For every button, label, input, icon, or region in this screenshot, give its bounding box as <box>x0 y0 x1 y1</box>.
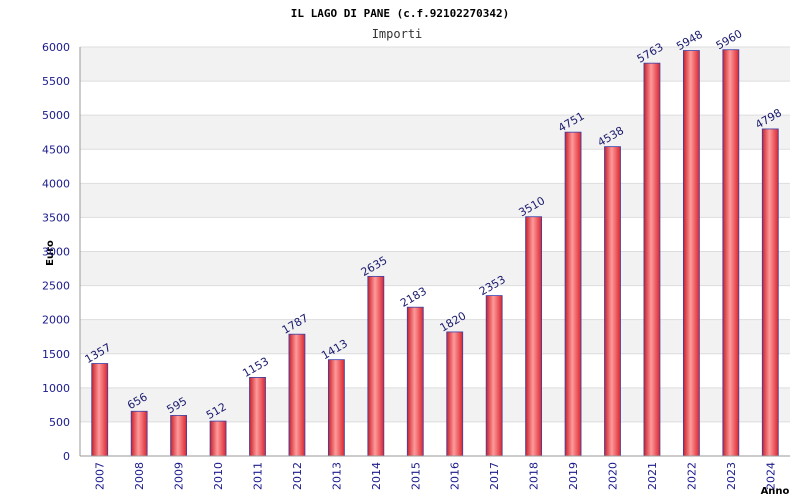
x-tick-label-2020: 2020 <box>607 462 620 490</box>
y-tick-label: 3500 <box>42 211 70 224</box>
y-tick-label: 4500 <box>42 143 70 156</box>
y-tick-label: 2000 <box>42 314 70 327</box>
bar-2019 <box>564 131 582 457</box>
x-tick-label-2018: 2018 <box>528 462 541 490</box>
y-tick-labels: 0 500 1000 1500 2000 2500 3000 3500 4000 4500 5000… <box>42 41 70 463</box>
x-tick-label-2014: 2014 <box>370 462 383 490</box>
y-tick-label: 5000 <box>42 109 70 122</box>
x-tick-labels: 2007 2008 2009 2010 2011 2012 2013 2014 2015 2016… <box>94 462 778 490</box>
bar-2023 <box>722 49 740 457</box>
bar-2018 <box>525 216 543 457</box>
x-tick-label-2010: 2010 <box>212 462 225 490</box>
bars <box>91 49 779 457</box>
grid-bands <box>80 47 790 422</box>
x-tick-label-2008: 2008 <box>133 462 146 490</box>
bar-2016 <box>446 331 464 457</box>
x-tick-label-2021: 2021 <box>646 462 659 490</box>
value-label-2015: 2183 <box>398 285 429 310</box>
y-tick-label: 1500 <box>42 348 70 361</box>
bar-2011 <box>249 377 266 457</box>
x-tick-label-2019: 2019 <box>567 462 580 490</box>
y-tick-label: 4000 <box>42 177 70 190</box>
bar-2012 <box>288 333 306 457</box>
chart-subtitle: Importi <box>372 27 423 41</box>
bar-2022 <box>682 50 700 457</box>
value-label-2011: 1153 <box>240 355 271 380</box>
grid-band <box>80 387 790 422</box>
bar-2015 <box>406 306 424 457</box>
y-tick-label: 6000 <box>42 41 70 54</box>
bar-2020 <box>604 146 621 457</box>
bar-2010 <box>209 420 227 457</box>
x-tick-label-2013: 2013 <box>330 462 343 490</box>
bar-2007 <box>91 363 109 457</box>
x-tick-label-2012: 2012 <box>291 462 304 490</box>
x-tick-label-2016: 2016 <box>449 462 462 490</box>
x-tick-label-2023: 2023 <box>725 462 738 490</box>
y-tick-label: 500 <box>49 416 70 429</box>
bar-2014 <box>367 275 385 457</box>
x-tick-label-2015: 2015 <box>409 462 422 490</box>
y-axis-label: Euro <box>45 240 56 266</box>
y-tick-label: 5500 <box>42 75 70 88</box>
bar-2009 <box>170 415 188 457</box>
x-axis-label: Anno <box>761 486 790 497</box>
bar-2024 <box>761 128 779 457</box>
bar-2008 <box>130 410 148 457</box>
grid-band <box>80 115 790 150</box>
x-tick-label-2024: 2024 <box>764 462 777 490</box>
x-tick-label-2022: 2022 <box>685 462 698 490</box>
y-tick-label: 2500 <box>42 280 70 293</box>
x-tick-label-2017: 2017 <box>488 462 501 490</box>
y-tick-label: 0 <box>63 450 70 463</box>
bar-2017 <box>485 295 503 457</box>
grid-band <box>80 183 790 218</box>
y-tick-label: 3000 <box>42 246 70 259</box>
bar-2021 <box>643 62 661 457</box>
grid-band <box>80 47 790 82</box>
x-tick-label-2007: 2007 <box>94 462 107 490</box>
x-tick-label-2011: 2011 <box>252 462 265 490</box>
y-tick-label: 1000 <box>42 382 70 395</box>
bar-2013 <box>327 359 345 457</box>
grid-band <box>80 251 790 286</box>
grid-band <box>80 319 790 354</box>
chart-title: IL LAGO DI PANE (c.f.92102270342) <box>291 7 510 20</box>
x-tick-label-2009: 2009 <box>173 462 186 490</box>
